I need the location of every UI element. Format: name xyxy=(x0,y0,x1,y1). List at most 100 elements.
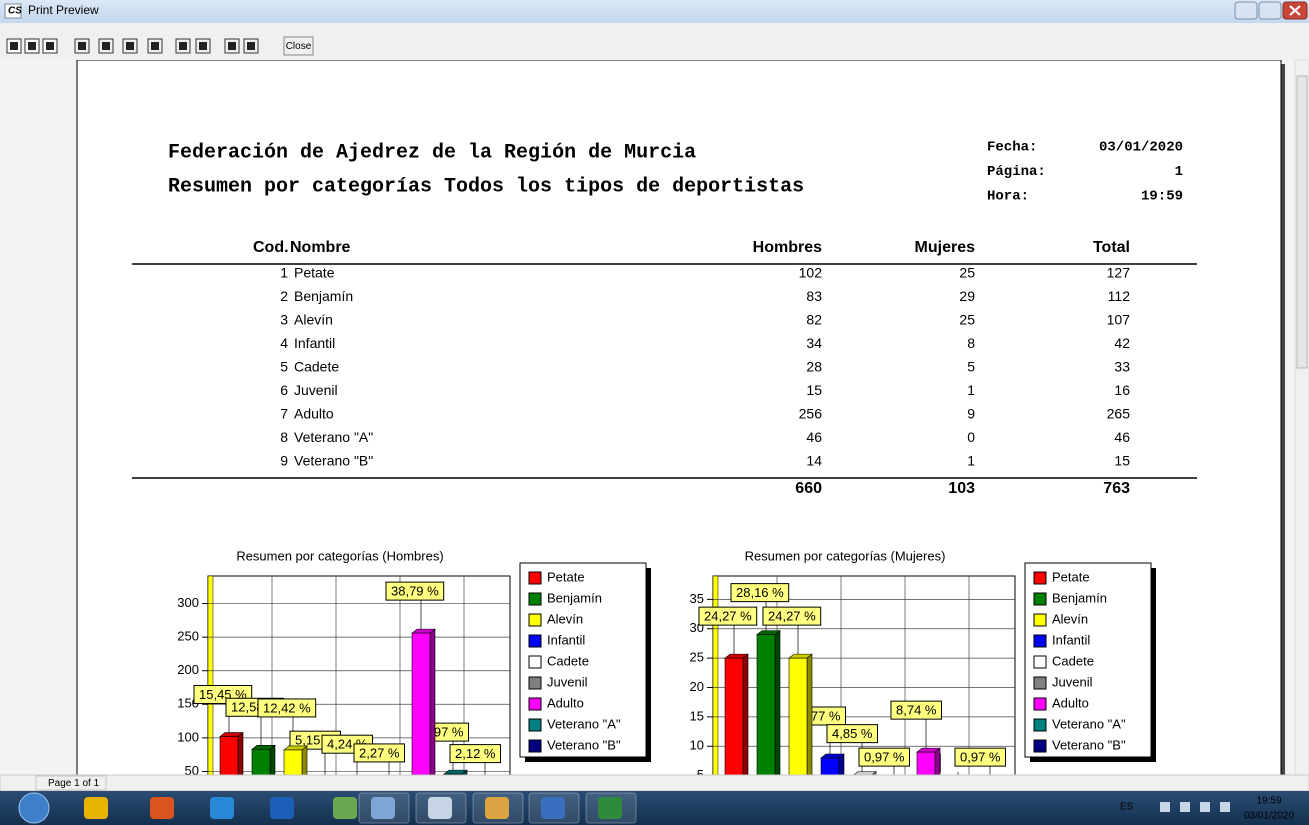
legend-swatch xyxy=(1034,740,1046,752)
minimize-button[interactable] xyxy=(1235,2,1257,19)
toolbar-glyph xyxy=(228,42,236,50)
table-cell: 102 xyxy=(799,265,823,281)
table-cell: 5 xyxy=(280,359,288,375)
table-cell: 8 xyxy=(280,429,288,445)
table-cell: 34 xyxy=(806,335,822,351)
legend-swatch xyxy=(529,740,541,752)
meta-label: Página: xyxy=(987,164,1046,180)
table-cell: Veterano "A" xyxy=(294,429,373,445)
legend-swatch xyxy=(529,677,541,689)
toolbar-glyph xyxy=(179,42,187,50)
meta-value: 19:59 xyxy=(1141,189,1183,205)
table-cell: 265 xyxy=(1107,406,1131,422)
legend-label: Veterano "B" xyxy=(547,737,621,752)
toolbar-glyph xyxy=(126,42,134,50)
legend-swatch xyxy=(1034,635,1046,647)
page-indicator: Page 1 of 1 xyxy=(48,778,100,789)
taskbar-app[interactable] xyxy=(210,797,234,819)
legend-swatch xyxy=(529,593,541,605)
toolbar-glyph xyxy=(78,42,86,50)
value-label: 38,79 % xyxy=(391,584,439,599)
y-tick-label: 100 xyxy=(177,729,199,744)
table-cell: 127 xyxy=(1107,265,1131,281)
table-cell: Juvenil xyxy=(294,382,338,398)
toolbar-glyph xyxy=(102,42,110,50)
start-button[interactable] xyxy=(19,793,49,823)
taskbar-app[interactable] xyxy=(84,797,108,819)
legend-swatch xyxy=(529,635,541,647)
meta-value: 1 xyxy=(1175,164,1183,180)
table-cell: 8 xyxy=(967,335,975,351)
column-header: Cod. xyxy=(253,239,289,256)
taskbar-app[interactable] xyxy=(371,797,395,819)
scrollbar-thumb[interactable] xyxy=(1297,76,1307,368)
tray-icon[interactable] xyxy=(1220,802,1230,812)
clock-date[interactable]: 03/01/2020 xyxy=(1244,811,1294,822)
taskbar-app[interactable] xyxy=(270,797,294,819)
legend-swatch xyxy=(1034,677,1046,689)
taskbar-app[interactable] xyxy=(541,797,565,819)
table-cell: 1 xyxy=(280,265,288,281)
table-cell: 82 xyxy=(806,312,822,328)
value-label: 4,85 % xyxy=(832,726,873,741)
legend-label: Petate xyxy=(547,569,585,584)
legend-label: Alevín xyxy=(547,611,583,626)
tray-icon[interactable] xyxy=(1180,802,1190,812)
taskbar-app[interactable] xyxy=(333,797,357,819)
table-cell: 1 xyxy=(967,453,975,469)
chart-title: Resumen por categorías (Hombres) xyxy=(236,548,443,563)
maximize-button[interactable] xyxy=(1259,2,1281,19)
y-tick-label: 20 xyxy=(690,679,704,694)
legend-label: Juvenil xyxy=(1052,674,1093,689)
table-total: 763 xyxy=(1103,480,1130,497)
page: { "window": {"title": "Print Preview"}, … xyxy=(0,0,1309,825)
toolbar-glyph xyxy=(199,42,207,50)
table-cell: Alevín xyxy=(294,312,333,328)
table-cell: Petate xyxy=(294,265,335,281)
table-cell: 33 xyxy=(1114,359,1130,375)
table-cell: 28 xyxy=(806,359,822,375)
table-cell: 2 xyxy=(280,288,288,304)
language-indicator[interactable]: ES xyxy=(1120,802,1134,813)
toolbar-glyph xyxy=(10,42,18,50)
legend-swatch xyxy=(1034,572,1046,584)
value-label: 28,16 % xyxy=(736,585,784,600)
taskbar-app[interactable] xyxy=(428,797,452,819)
close-button-label[interactable]: Close xyxy=(286,41,312,52)
toolbar-glyph xyxy=(247,42,255,50)
meta-value: 03/01/2020 xyxy=(1099,140,1183,156)
table-cell: 46 xyxy=(806,429,822,445)
report-subtitle: Resumen por categorías Todos los tipos d… xyxy=(168,175,804,198)
tray-icon[interactable] xyxy=(1160,802,1170,812)
y-tick-label: 10 xyxy=(690,738,704,753)
value-label: 2,12 % xyxy=(455,746,496,761)
status-bar xyxy=(0,775,1309,791)
table-cell: Cadete xyxy=(294,359,339,375)
table-cell: 4 xyxy=(280,335,288,351)
table-cell: 9 xyxy=(280,453,288,469)
table-cell: 3 xyxy=(280,312,288,328)
taskbar xyxy=(0,791,1309,825)
y-tick-label: 300 xyxy=(177,595,199,610)
clock-time[interactable]: 19:59 xyxy=(1256,796,1281,807)
preview-area: Federación de Ajedrez de la Región de Mu… xyxy=(0,60,1295,811)
chart-title: Resumen por categorías (Mujeres) xyxy=(745,548,946,563)
legend-label: Cadete xyxy=(1052,653,1094,668)
app-icon-glyph: CS xyxy=(8,6,22,17)
y-tick-label: 200 xyxy=(177,662,199,677)
legend-swatch xyxy=(1034,719,1046,731)
meta-label: Fecha: xyxy=(987,140,1037,156)
legend-swatch xyxy=(1034,614,1046,626)
legend-swatch xyxy=(1034,656,1046,668)
taskbar-app[interactable] xyxy=(598,797,622,819)
table-cell: 6 xyxy=(280,382,288,398)
table-cell: 29 xyxy=(959,288,975,304)
table-cell: 5 xyxy=(967,359,975,375)
table-cell: Infantil xyxy=(294,335,335,351)
taskbar-app[interactable] xyxy=(150,797,174,819)
report-title: Federación de Ajedrez de la Región de Mu… xyxy=(168,141,696,164)
taskbar-app[interactable] xyxy=(485,797,509,819)
y-tick-label: 15 xyxy=(690,708,704,723)
legend-label: Veterano "B" xyxy=(1052,737,1126,752)
tray-icon[interactable] xyxy=(1200,802,1210,812)
